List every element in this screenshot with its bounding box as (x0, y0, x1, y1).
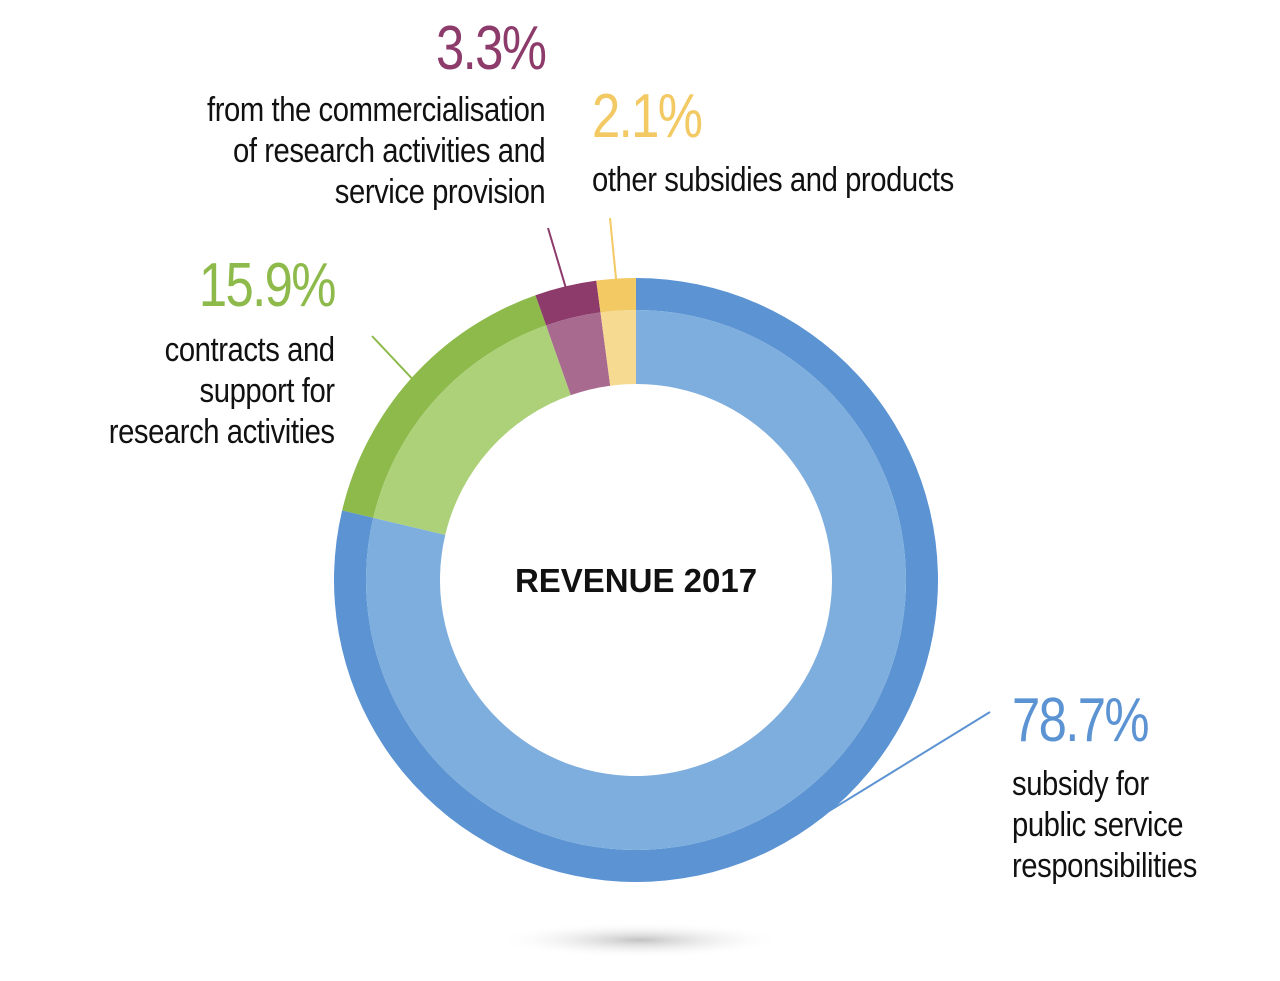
other-description: other subsidies and products (592, 161, 954, 199)
leader-line-commercialisation (547, 227, 567, 289)
commercialisation-percent-label: 3.3% (435, 14, 547, 83)
subsidy-description: subsidy for public service responsibilit… (1012, 765, 1197, 885)
donut-slice-other-outer (596, 278, 636, 313)
chart-center-title: REVENUE 2017 (515, 562, 757, 599)
subsidy-percent-label: 78.7% (1012, 686, 1150, 755)
donut-slice-commercialisation-inner (546, 312, 611, 396)
donut-shadow (495, 922, 785, 958)
donut-slice-contracts-inner (373, 325, 571, 535)
donut-slice-contracts-outer (342, 295, 547, 518)
leader-line-subsidy (821, 711, 991, 817)
other-percent-label: 2.1% (592, 82, 703, 151)
leader-line-other (609, 217, 618, 281)
contracts-description: contracts and support for research activ… (109, 331, 335, 451)
donut-slice-other-inner (600, 310, 636, 386)
commercialisation-description: from the commercialisation of research a… (206, 91, 546, 211)
leader-line-contracts (371, 335, 414, 381)
donut-slice-commercialisation-outer (535, 280, 601, 326)
contracts-percent-label: 15.9% (199, 251, 337, 320)
